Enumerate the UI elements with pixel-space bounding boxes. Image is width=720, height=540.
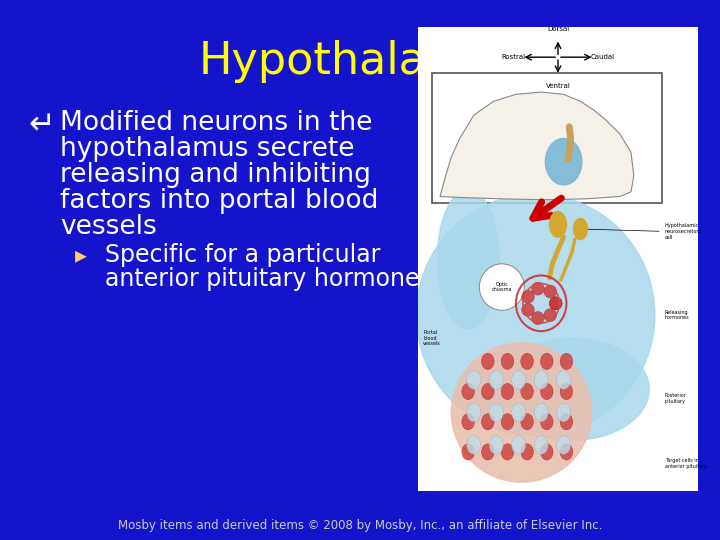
Ellipse shape <box>541 444 553 460</box>
Ellipse shape <box>467 436 481 454</box>
Ellipse shape <box>521 414 534 430</box>
Polygon shape <box>440 92 634 200</box>
Text: anterior pituitary hormone: anterior pituitary hormone <box>105 267 420 291</box>
Text: Hypothalamus: Hypothalamus <box>199 40 521 83</box>
Text: Rostral: Rostral <box>501 54 525 60</box>
Ellipse shape <box>557 403 571 422</box>
Ellipse shape <box>544 285 557 298</box>
Text: Mosby items and derived items © 2008 by Mosby, Inc., an affiliate of Elsevier In: Mosby items and derived items © 2008 by … <box>118 519 602 532</box>
Ellipse shape <box>437 190 499 329</box>
Text: Releasing
hormones: Releasing hormones <box>665 309 689 320</box>
Ellipse shape <box>501 383 514 400</box>
Ellipse shape <box>489 436 503 454</box>
Ellipse shape <box>501 444 514 460</box>
Ellipse shape <box>522 303 534 316</box>
Ellipse shape <box>521 444 534 460</box>
Ellipse shape <box>501 353 514 369</box>
Ellipse shape <box>416 194 655 436</box>
Ellipse shape <box>495 338 649 440</box>
Text: factors into portal blood: factors into portal blood <box>60 188 379 214</box>
Ellipse shape <box>531 282 544 295</box>
Ellipse shape <box>467 403 481 422</box>
Ellipse shape <box>560 414 572 430</box>
Ellipse shape <box>557 370 571 389</box>
Ellipse shape <box>545 138 582 185</box>
Text: ↵: ↵ <box>28 110 55 141</box>
Text: Caudal: Caudal <box>591 54 615 60</box>
Text: Target cells in
anterior pituitary: Target cells in anterior pituitary <box>665 458 707 469</box>
Ellipse shape <box>557 436 571 454</box>
Ellipse shape <box>489 403 503 422</box>
Ellipse shape <box>544 309 557 322</box>
Text: Portal
blood
vessels: Portal blood vessels <box>423 330 441 347</box>
Ellipse shape <box>462 444 474 460</box>
Ellipse shape <box>549 297 562 310</box>
Ellipse shape <box>531 312 544 325</box>
Ellipse shape <box>549 212 567 237</box>
Text: Posterior
pituitary: Posterior pituitary <box>665 393 687 404</box>
Ellipse shape <box>512 436 526 454</box>
Ellipse shape <box>560 353 572 369</box>
Ellipse shape <box>480 264 524 310</box>
Ellipse shape <box>534 436 548 454</box>
Ellipse shape <box>573 219 588 239</box>
Text: ▸: ▸ <box>75 243 87 267</box>
Ellipse shape <box>467 370 481 389</box>
Text: Modified neurons in the: Modified neurons in the <box>60 110 372 136</box>
Text: Dorsal: Dorsal <box>547 25 569 32</box>
Ellipse shape <box>560 383 572 400</box>
Ellipse shape <box>521 383 534 400</box>
Ellipse shape <box>534 370 548 389</box>
Ellipse shape <box>549 297 562 310</box>
Ellipse shape <box>462 414 474 430</box>
Ellipse shape <box>541 414 553 430</box>
Ellipse shape <box>521 353 534 369</box>
Ellipse shape <box>482 444 494 460</box>
Text: Hypothalamic
neurosecretory
cell: Hypothalamic neurosecretory cell <box>665 223 702 240</box>
Text: hypothalamus secrete: hypothalamus secrete <box>60 136 354 162</box>
Text: vessels: vessels <box>60 214 157 240</box>
Bar <box>432 73 662 204</box>
Ellipse shape <box>534 403 548 422</box>
Text: releasing and inhibiting: releasing and inhibiting <box>60 162 371 188</box>
Ellipse shape <box>560 444 572 460</box>
Ellipse shape <box>482 383 494 400</box>
Ellipse shape <box>489 370 503 389</box>
Ellipse shape <box>482 353 494 369</box>
Ellipse shape <box>482 414 494 430</box>
Ellipse shape <box>512 403 526 422</box>
Ellipse shape <box>512 370 526 389</box>
Ellipse shape <box>522 291 534 303</box>
Ellipse shape <box>541 383 553 400</box>
Ellipse shape <box>462 383 474 400</box>
Ellipse shape <box>451 343 592 482</box>
Text: Ventral: Ventral <box>546 83 570 89</box>
Ellipse shape <box>541 353 553 369</box>
Ellipse shape <box>501 414 514 430</box>
Text: Optic
chiasma: Optic chiasma <box>492 282 512 293</box>
Text: Specific for a particular: Specific for a particular <box>105 243 380 267</box>
